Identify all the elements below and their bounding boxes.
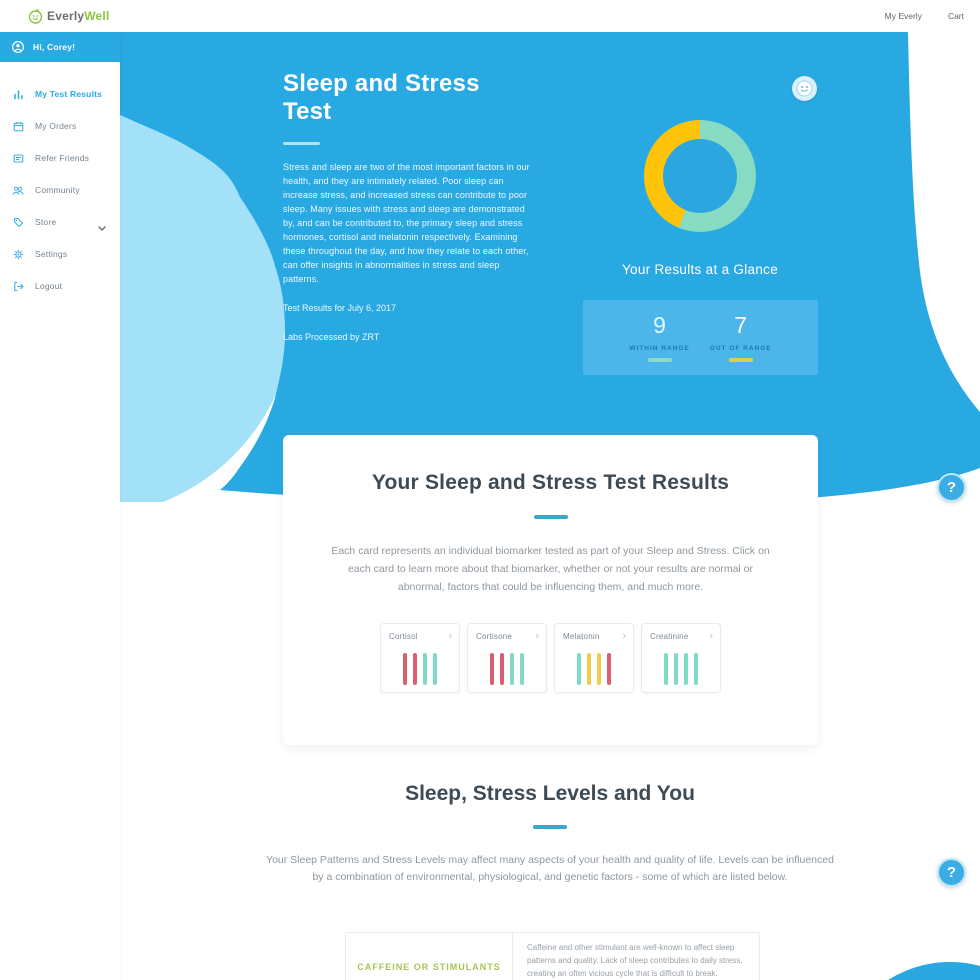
top-nav: My Everly Cart <box>885 11 964 21</box>
page-title: Sleep and Stress Test <box>283 70 480 125</box>
bar-chart-icon <box>12 88 24 100</box>
result-bar-out <box>607 652 611 685</box>
hero-content: Sleep and Stress Test Stress and sleep a… <box>283 70 533 342</box>
sidebar-item-refer-friends[interactable]: Refer Friends <box>0 142 120 174</box>
chevron-right-icon: › <box>535 629 539 642</box>
user-icon <box>12 41 24 53</box>
biomarker-mini-chart <box>468 652 546 685</box>
test-results-date: Test Results for July 6, 2017 <box>283 303 397 314</box>
chevron-right-icon: › <box>448 629 452 642</box>
result-bar-in <box>520 652 524 685</box>
result-bar-in <box>694 652 698 685</box>
chevron-down-icon <box>98 219 106 237</box>
nav-cart[interactable]: Cart <box>947 11 964 21</box>
biomarker-mini-chart <box>381 652 459 685</box>
result-bar-in <box>664 652 668 685</box>
chevron-right-icon: › <box>622 629 626 642</box>
biomarker-card-cortisone[interactable]: Cortisone › <box>467 622 547 693</box>
results-card-underline <box>533 515 568 519</box>
glance-title: Your Results at a Glance <box>621 262 779 277</box>
result-bar-out <box>403 652 407 685</box>
out-of-range-underline <box>728 357 753 362</box>
within-range-label: WITHIN RANGE <box>629 344 690 352</box>
out-of-range-label: OUT OF RANGE <box>709 344 772 352</box>
decorative-corner-blob <box>834 962 980 980</box>
results-card: Your Sleep and Stress Test Results Each … <box>283 435 818 745</box>
refer-friends-icon <box>12 152 24 164</box>
biomarker-card-melatonin[interactable]: Melatonin › <box>554 622 634 693</box>
factor-caffeine-box: CAFFEINE OR STIMULANTS Caffeine and othe… <box>345 932 760 980</box>
hero-blue-blob <box>120 32 980 502</box>
result-bar-in <box>674 652 678 685</box>
biomarker-card-row: Cortisol › Cortisone › Melatonin › Creatini… <box>283 622 818 693</box>
result-bar-in <box>684 652 688 685</box>
biomarker-card-creatinine[interactable]: Creatinine › <box>641 622 721 693</box>
chevron-right-icon: › <box>709 629 713 642</box>
greeting-label: Hi, Corey! <box>33 42 76 52</box>
top-header: EverlyWell My Everly Cart <box>0 0 980 32</box>
mascot-badge-icon <box>792 76 817 101</box>
result-bar-out <box>490 652 494 685</box>
title-underline <box>283 142 320 145</box>
sidebar-item-my-orders[interactable]: My Orders <box>0 110 120 142</box>
levels-section-title: Sleep, Stress Levels and You <box>405 782 695 805</box>
within-range-value: 9 <box>653 311 666 338</box>
result-bar-borderline <box>597 652 601 685</box>
sidebar-item-community[interactable]: Community <box>0 174 120 206</box>
account-greeting[interactable]: Hi, Corey! <box>0 32 120 62</box>
community-icon <box>12 184 24 196</box>
results-card-title: Your Sleep and Stress Test Results <box>371 471 730 494</box>
help-button[interactable]: ? <box>937 858 966 887</box>
biomarker-card-cortisol[interactable]: Cortisol › <box>380 622 460 693</box>
levels-section: Sleep, Stress Levels and You Your Sleep … <box>120 782 980 887</box>
results-donut-chart <box>644 120 756 232</box>
levels-underline <box>533 825 567 829</box>
factor-name: CAFFEINE OR STIMULANTS <box>346 933 513 980</box>
donut-hole <box>663 139 737 213</box>
hero-section: Sleep and Stress Test Stress and sleep a… <box>120 32 980 502</box>
result-bar-in <box>433 652 437 685</box>
gear-icon <box>12 248 24 260</box>
biomarker-mini-chart <box>642 652 720 685</box>
result-bar-in <box>423 652 427 685</box>
result-bar-in <box>577 652 581 685</box>
nav-my-everly[interactable]: My Everly <box>884 11 922 21</box>
sidebar-menu: My Test Results My Orders Refer Friends … <box>0 62 120 302</box>
within-range-underline <box>647 357 672 362</box>
labs-processed-label: Labs Processed by ZRT <box>283 332 380 343</box>
logout-icon <box>12 280 24 292</box>
tag-icon <box>12 216 24 228</box>
calendar-icon <box>12 120 24 132</box>
brand-name: EverlyWell <box>47 9 110 23</box>
sidebar: Hi, Corey! My Test Results My Orders Ref… <box>0 32 120 980</box>
results-glance-block: Your Results at a Glance <box>550 120 850 277</box>
result-bar-in <box>510 652 514 685</box>
sidebar-item-my-test-results[interactable]: My Test Results <box>0 78 120 110</box>
test-description: Stress and sleep are two of the most imp… <box>283 162 530 284</box>
factor-description: Caffeine and other stimulant are well-kn… <box>527 943 743 978</box>
sidebar-item-logout[interactable]: Logout <box>0 270 120 302</box>
levels-description: Your Sleep Patterns and Stress Levels ma… <box>266 854 834 884</box>
result-bar-out <box>500 652 504 685</box>
result-bar-out <box>413 652 417 685</box>
biomarker-mini-chart <box>555 652 633 685</box>
help-button[interactable]: ? <box>937 473 966 502</box>
out-of-range-value: 7 <box>734 311 748 338</box>
sidebar-item-store[interactable]: Store <box>0 206 120 238</box>
out-of-range-stat: 7 OUT OF RANGE <box>709 311 772 362</box>
brand-avocado-icon <box>28 8 43 24</box>
sidebar-item-settings[interactable]: Settings <box>0 238 120 270</box>
within-range-stat: 9 WITHIN RANGE <box>629 311 690 362</box>
result-bar-borderline <box>587 652 591 685</box>
brand-logo[interactable]: EverlyWell <box>28 8 110 24</box>
range-summary-panel: 9 WITHIN RANGE 7 OUT OF RANGE <box>583 300 818 375</box>
results-card-description: Each card represents an individual bioma… <box>331 545 770 593</box>
